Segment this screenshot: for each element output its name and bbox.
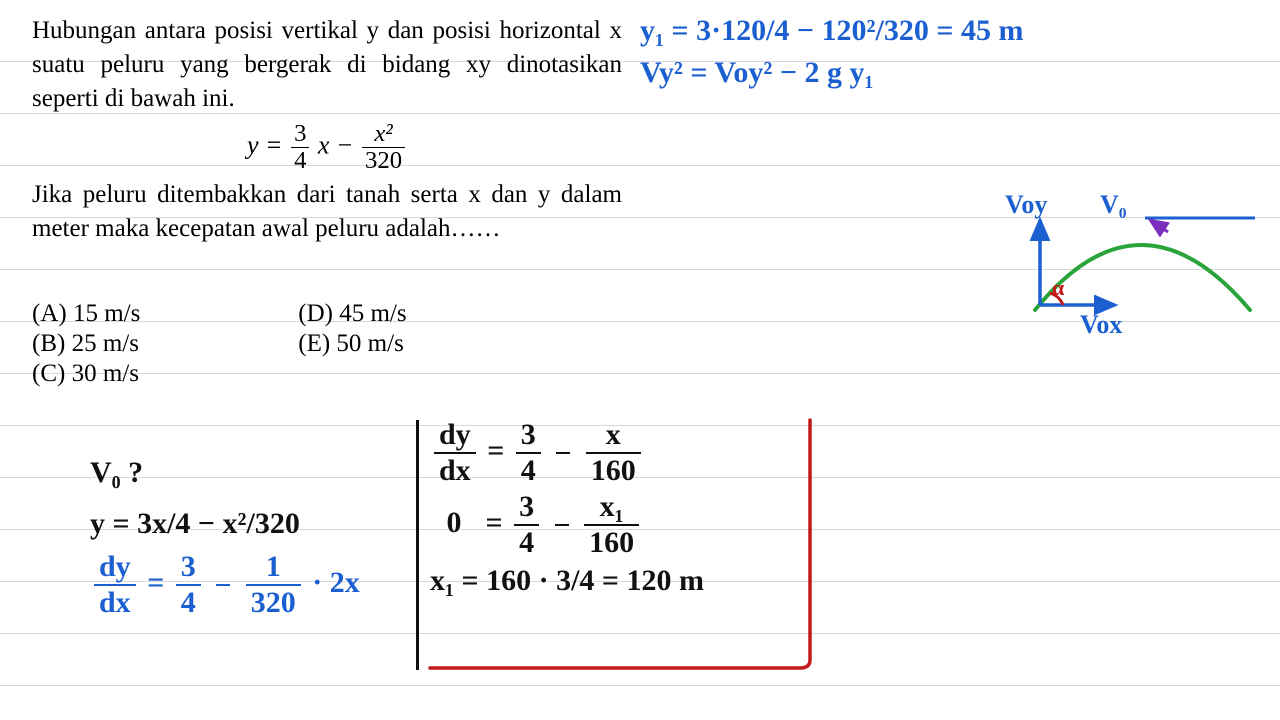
- question-vo: V₀ ?: [90, 450, 360, 495]
- option-b: (B) 25 m/s: [32, 330, 292, 358]
- calc-y1: y₁ = 3·120/4 − 120²/320 = 45 m: [640, 14, 1023, 48]
- eq-set-zero: 0 = 34 x₁160: [430, 492, 704, 558]
- answer-options: (A) 15 m/s (B) 25 m/s (C) 30 m/s (D) 45 …: [32, 300, 407, 392]
- divider-vertical: [416, 420, 419, 670]
- eq-y: y = 3x/4 − x²/320: [90, 501, 360, 546]
- eq-derivative: dydx = 34 1320 · 2x: [90, 552, 360, 618]
- handwriting-top-right: y₁ = 3·120/4 − 120²/320 = 45 m Vy² = Voy…: [640, 14, 1023, 90]
- label-alpha: α: [1052, 275, 1064, 301]
- handwriting-bottom-mid: dydx = 34 x160 0 = 34 x₁160 x₁ = 160 · 3…: [430, 420, 704, 604]
- label-vox: Vox: [1080, 310, 1122, 340]
- calc-vy: Vy² = Voy² − 2 g y₁: [640, 56, 1023, 90]
- handwriting-bottom-left: V₀ ? y = 3x/4 − x²/320 dydx = 34 1320 · …: [90, 450, 360, 624]
- problem-equation: y = 3 4 x − x² 320: [32, 121, 622, 174]
- option-d: (D) 45 m/s: [298, 300, 406, 328]
- option-a: (A) 15 m/s: [32, 300, 292, 328]
- eq-x1: x₁ = 160 · 3/4 = 120 m: [430, 564, 704, 598]
- label-vo: V₀: [1100, 190, 1127, 220]
- option-e: (E) 50 m/s: [298, 330, 406, 358]
- problem-text: Hubungan antara posisi vertikal y dan po…: [32, 14, 622, 246]
- label-voy: Voy: [1005, 190, 1047, 220]
- problem-p2: Jika peluru ditembakkan dari tanah serta…: [32, 178, 622, 246]
- eq-dydx-simplified: dydx = 34 x160: [430, 420, 704, 486]
- option-c: (C) 30 m/s: [32, 360, 292, 388]
- problem-p1: Hubungan antara posisi vertikal y dan po…: [32, 14, 622, 115]
